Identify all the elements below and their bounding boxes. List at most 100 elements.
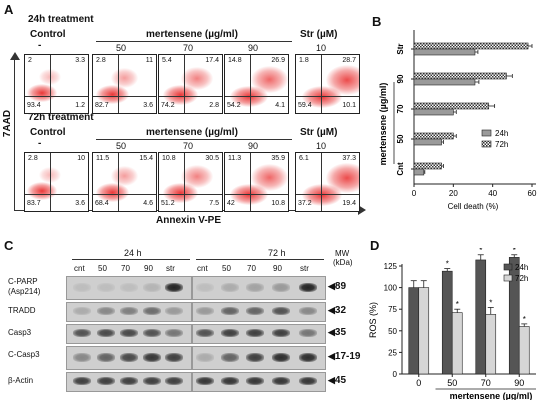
quadrant-value-ur: 35.9	[271, 155, 285, 162]
bar-24h	[413, 108, 454, 116]
significance-star: *	[489, 298, 492, 307]
quadrant-value-ur: 37.3	[342, 155, 356, 162]
event-cloud	[181, 165, 213, 188]
mertensene-label-2: mertensene (µg/ml)	[146, 127, 238, 138]
bar-72h	[413, 102, 490, 110]
quadrant-gate-horizontal	[296, 194, 359, 195]
event-cloud	[302, 86, 342, 108]
quadrant-gate-horizontal	[93, 194, 156, 195]
legend-label-72h: 72h	[515, 274, 528, 283]
legend-swatch-24h	[503, 263, 513, 271]
quadrant-value-lr: 19.4	[342, 200, 356, 207]
quadrant-value-ur: 11	[145, 57, 153, 64]
bar-72h	[413, 162, 442, 170]
flow-plot: 1.8 28.7 59.4 10.1	[295, 54, 360, 114]
quadrant-value-ll: 93.4	[27, 102, 41, 109]
quadrant-value-lr: 10.8	[271, 200, 285, 207]
mw-arrow-icon: ◀	[328, 281, 335, 291]
protein-band	[272, 352, 290, 362]
mw-marker: ◀45	[328, 375, 346, 386]
bar-24h	[413, 168, 425, 176]
dose-10-2: 10	[316, 141, 327, 151]
bar-72h	[418, 287, 430, 375]
quadrant-gate-vertical	[250, 55, 251, 113]
y-axis-label: mertensene (µg/ml)	[378, 83, 388, 166]
protein-band	[165, 377, 183, 385]
panel-d-chart: 0 25 50 75 100 125 ROS (%) 0 * * 50 * * 70 * * 90 mertens…	[368, 248, 536, 400]
event-cloud	[163, 85, 198, 105]
bar-24h	[408, 287, 420, 375]
protein-band	[196, 307, 214, 315]
protein-band	[299, 307, 317, 315]
x-tick-label: 50	[447, 378, 457, 388]
protein-band	[120, 377, 138, 385]
quadrant-value-ur: 26.9	[271, 57, 285, 64]
event-cloud	[251, 164, 288, 191]
flow-plot: 11.3 35.9 42 10.8	[224, 152, 289, 212]
quadrant-gate-vertical	[321, 55, 322, 113]
bar-24h	[441, 270, 453, 375]
significance-star: *	[513, 248, 516, 255]
dash-2: -	[38, 138, 42, 149]
dose-50-2: 50	[116, 141, 127, 151]
x-axis-label: mertensene (µg/ml)	[450, 391, 533, 400]
mertensene-label-1: mertensene (µg/ml)	[146, 29, 238, 40]
bar-24h	[413, 78, 476, 86]
protein-band	[196, 329, 214, 337]
dose-90-1: 90	[248, 43, 259, 53]
quadrant-value-ll: 74.2	[161, 102, 175, 109]
protein-name: TRADD	[8, 306, 36, 315]
panel-a-letter: A	[4, 2, 14, 17]
protein-band	[73, 307, 91, 315]
protein-band	[272, 307, 290, 315]
y-tick-label: 50	[396, 134, 405, 143]
protein-band	[97, 329, 115, 337]
bar-72h	[413, 132, 454, 140]
mertensene-underline-1	[96, 41, 292, 42]
quadrant-value-lr: 7.5	[209, 200, 219, 207]
protein-band	[246, 329, 264, 337]
x-tick-label: 60	[528, 189, 537, 198]
mw-arrow-icon: ◀	[328, 327, 335, 337]
mw-arrow-icon: ◀	[328, 375, 335, 385]
flow-plot: 2.8 11 82.7 3.6	[92, 54, 157, 114]
event-cloud	[181, 67, 213, 90]
quadrant-value-lr: 3.6	[143, 102, 153, 109]
blot-row-label: TRADD	[8, 306, 36, 316]
protein-band	[272, 329, 290, 337]
protein-band	[97, 282, 115, 292]
bar-72h	[413, 72, 507, 80]
event-cloud	[163, 183, 198, 203]
quadrant-value-lr: 4.6	[143, 200, 153, 207]
y-tick-label: 25	[388, 348, 397, 357]
quadrant-gate-horizontal	[159, 194, 222, 195]
panel-b-chart: Cnt 50 70 90 Str mertensene (µg/ml) 0 20 40 60 Cel…	[378, 30, 537, 211]
x-tick-label: 70	[481, 378, 491, 388]
blot-row-label: C-PARP (Asp214)	[8, 277, 40, 297]
protein-name: C-Casp3	[8, 350, 40, 359]
y-tick-label: 90	[396, 74, 405, 83]
dose-90-2: 90	[248, 141, 259, 151]
protein-band	[246, 377, 264, 385]
lane-label: 50	[98, 264, 107, 273]
y-tick-label: 125	[384, 262, 398, 271]
y-axis-label: ROS (%)	[368, 302, 378, 338]
dose-70-1: 70	[183, 43, 194, 53]
row1-label: 24h treatment	[28, 14, 94, 25]
lane-label: 70	[121, 264, 130, 273]
significance-star: *	[456, 300, 459, 309]
protein-band	[221, 377, 239, 385]
quadrant-value-ul: 1.8	[299, 57, 309, 64]
quadrant-value-ul: 2.8	[96, 57, 106, 64]
flow-plot: 11.5 15.4 68.4 4.6	[92, 152, 157, 212]
event-cloud	[251, 66, 288, 93]
lane-label: 90	[144, 264, 153, 273]
significance-star: *	[523, 315, 526, 324]
bar-24h	[413, 138, 442, 146]
protein-band	[143, 377, 161, 385]
quadrant-value-ll: 68.4	[95, 200, 109, 207]
protein-band	[221, 282, 239, 292]
bar-72h	[451, 312, 463, 375]
time-72h: 72 h	[268, 248, 286, 258]
blot-row-label: Casp3	[8, 328, 31, 338]
